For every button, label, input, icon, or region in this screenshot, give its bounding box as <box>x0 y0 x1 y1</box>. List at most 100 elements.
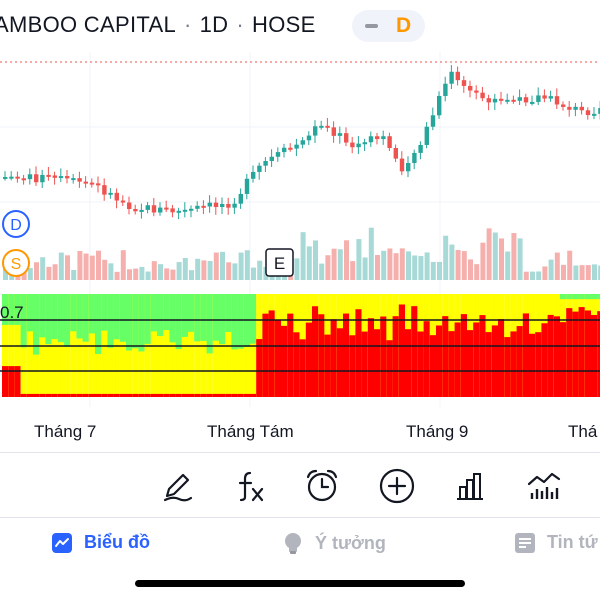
volume-bar <box>437 261 442 280</box>
volume-bar <box>158 264 163 280</box>
indicator-green-bar <box>119 294 126 342</box>
tab-ideas[interactable]: Ý tưởng <box>283 532 386 554</box>
indicator-red-bar <box>535 332 542 397</box>
volume-bar <box>430 261 436 280</box>
volume-bar <box>145 271 151 280</box>
volume-bar <box>561 264 566 280</box>
indicator-red-bar <box>336 328 343 397</box>
volume-bar <box>189 270 194 280</box>
pencil-icon[interactable] <box>155 464 199 508</box>
candle-body <box>83 181 88 184</box>
volume-bar <box>381 250 387 280</box>
symbol-title[interactable]: AMBOO CAPITAL · 1D · HOSE <box>0 12 316 38</box>
volume-bar <box>89 255 95 280</box>
earnings-marker[interactable]: E <box>265 248 294 277</box>
alarm-clock-icon[interactable] <box>300 464 344 508</box>
indicator-green-bar <box>70 294 77 332</box>
candle-body <box>399 158 405 172</box>
volume-bar <box>306 246 312 280</box>
indicator-red-bar <box>132 393 139 397</box>
tab-news[interactable]: Tin tứ <box>515 532 598 553</box>
volume-bar <box>375 255 380 280</box>
candle-body <box>275 152 281 157</box>
separator: · <box>183 12 192 37</box>
indicator-red-bar <box>398 304 405 397</box>
indicator-red-bar <box>206 393 213 397</box>
candle-body <box>511 99 516 102</box>
dividend-marker[interactable]: D <box>2 210 30 238</box>
symbol-status-pill[interactable]: D <box>352 10 425 42</box>
bottom-tab-bar: Biểu đồ Ý tưởng Tin tứ <box>0 522 600 566</box>
indicator-red-bar <box>39 393 46 397</box>
candle-body <box>3 176 8 179</box>
volume-bar <box>387 248 393 280</box>
indicator-red-bar <box>454 322 461 397</box>
candle-body <box>381 136 386 140</box>
indicator-green-bar <box>578 294 585 300</box>
candle-body <box>40 174 45 183</box>
indicator-red-bar <box>268 310 275 397</box>
volume-bar <box>424 252 430 280</box>
candle-body <box>120 200 126 203</box>
candle-body <box>406 162 411 172</box>
volume-bar <box>257 260 263 280</box>
indicator-red-bar <box>57 393 64 397</box>
split-marker[interactable]: S <box>2 249 30 277</box>
candle-body <box>468 85 473 91</box>
time-axis-label: Tháng 9 <box>406 422 469 441</box>
candle-body <box>15 176 20 179</box>
tab-chart[interactable]: Biểu đồ <box>52 532 150 553</box>
home-indicator <box>135 580 465 587</box>
indicator-red-bar <box>343 313 350 397</box>
indicator-red-bar <box>14 366 21 397</box>
add-circle-icon[interactable] <box>375 464 419 508</box>
indicator-green-bar <box>200 294 207 341</box>
indicator-red-bar <box>591 314 598 397</box>
formula-fx-icon[interactable] <box>228 464 272 508</box>
volume-bar <box>598 265 600 280</box>
indicator-green-bar <box>14 294 21 325</box>
indicator-red-bar <box>82 393 89 397</box>
indicator-red-bar <box>479 315 486 397</box>
price-chart[interactable]: D S E 0.7 <box>0 52 600 412</box>
indicator-red-bar <box>219 393 226 397</box>
time-axis[interactable]: Tháng 7 Tháng Tám Tháng 9 Thá <box>0 412 600 452</box>
candle-body <box>139 209 144 212</box>
indicator-red-bar <box>26 393 33 397</box>
indicator-red-bar <box>169 393 176 397</box>
indicator-green-bar <box>194 294 201 342</box>
indicators-icon[interactable] <box>522 464 566 508</box>
tab-label: Biểu đồ <box>84 532 150 552</box>
candle-body <box>269 156 274 162</box>
time-axis-label: Tháng Tám <box>207 422 294 441</box>
candle-body <box>251 171 256 179</box>
indicator-red-bar <box>45 393 52 397</box>
candle-body <box>232 203 237 208</box>
indicator-green-bar <box>45 294 52 345</box>
candlestick-series <box>3 65 600 220</box>
news-icon <box>515 532 535 553</box>
candle-body <box>585 110 591 116</box>
candle-body <box>492 98 498 103</box>
volume-bar <box>468 259 473 280</box>
volume-bar <box>585 265 591 280</box>
candle-body <box>220 203 225 208</box>
candle-body <box>46 174 51 177</box>
volume-bar <box>505 251 511 280</box>
bar-chart-icon[interactable] <box>448 464 492 508</box>
volume-bar <box>344 240 349 280</box>
volume-bar <box>313 240 318 280</box>
volume-bar <box>486 228 492 280</box>
indicator-red-bar <box>429 335 436 397</box>
indicator-green-bar <box>76 294 83 339</box>
volume-bar <box>449 244 455 280</box>
volume-bar <box>40 257 46 280</box>
indicator-green-bar <box>113 294 120 340</box>
indicator-red-bar <box>485 332 492 397</box>
candle-body <box>89 182 95 185</box>
indicator-green-bar <box>144 294 151 344</box>
indicator-green-bar <box>225 294 232 332</box>
candle-body <box>418 144 423 153</box>
volume-bar <box>542 266 548 280</box>
volume-bar <box>412 255 418 280</box>
